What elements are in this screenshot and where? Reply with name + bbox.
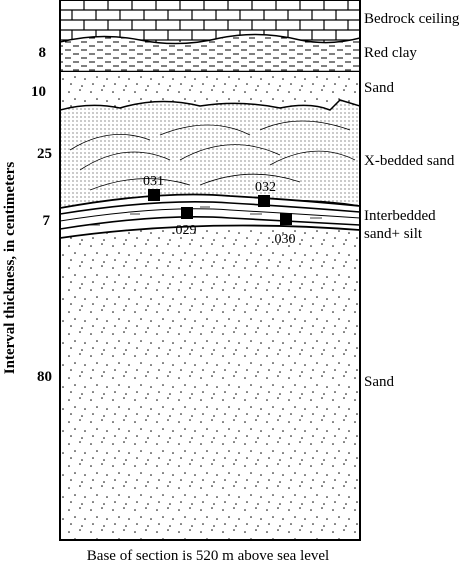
label-sand-upper: Sand [364,80,395,96]
figure-caption: Base of section is 520 m above sea level [87,548,329,564]
cross-bedding-lines [69,120,356,191]
axis-label: Interval thickness, in centimeters [2,162,18,375]
sample-label-031: 031 [143,174,164,189]
sample-label-030: .030 [271,232,296,247]
thickness-interbedded: 7 [43,213,51,229]
x-bedded-sand-layer [60,99,360,209]
sample-label-032: 032 [255,180,276,195]
sample-marker-032[interactable] [258,195,270,207]
sample-label-029: .029 [172,223,197,238]
label-interbedded-2: sand+ silt [364,226,423,242]
thickness-sand-lower: 80 [37,369,52,385]
thickness-sand-upper: 10 [31,84,46,100]
thickness-x-bedded: 25 [37,146,52,162]
sample-marker-029[interactable] [181,207,193,219]
sample-marker-031[interactable] [148,189,160,201]
bedrock-layer [60,0,360,42]
thickness-red-clay: 8 [39,45,47,61]
sample-marker-030[interactable] [280,213,292,225]
label-sand-lower: Sand [364,374,395,390]
label-x-bedded: X-bedded sand [364,153,455,169]
red-clay-layer [60,33,360,73]
label-red-clay: Red clay [364,45,417,61]
column-frame [59,0,361,541]
interbedded-laminae [60,201,360,230]
label-bedrock: Bedrock ceiling [364,11,460,27]
lower-sand-layer [60,225,360,540]
label-interbedded-1: Interbedded [364,208,436,224]
